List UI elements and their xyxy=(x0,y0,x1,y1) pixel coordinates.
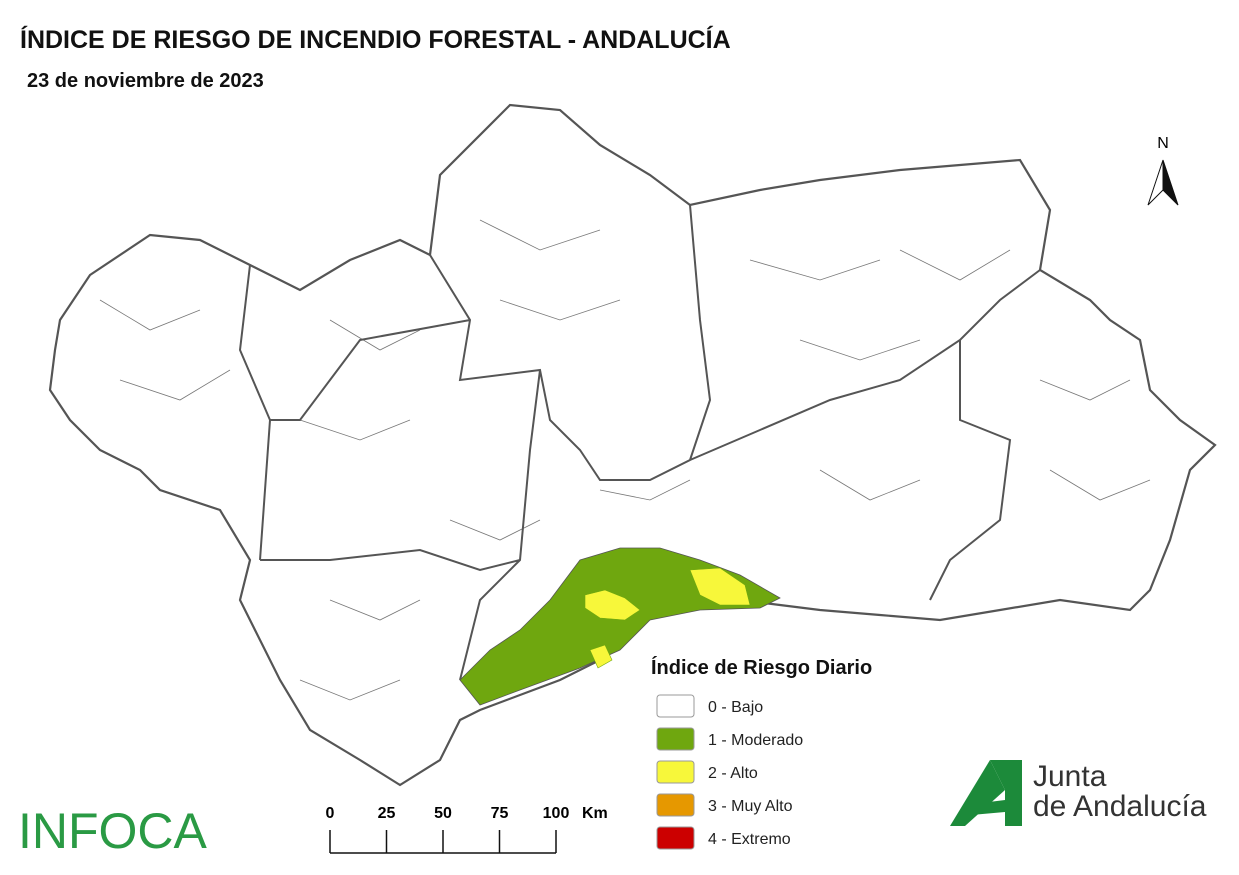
scale-label: 75 xyxy=(491,805,509,822)
map xyxy=(48,103,1217,787)
legend-title: Índice de Riesgo Diario xyxy=(651,656,872,679)
legend: 0 - Bajo 1 - Moderado 2 - Alto 3 - Muy Alto… xyxy=(656,694,803,850)
date: 23 de noviembre de 2023 xyxy=(27,70,264,92)
junta-line1: Junta xyxy=(1033,760,1107,793)
risk-alto-area xyxy=(584,567,751,669)
legend-swatch xyxy=(656,793,695,817)
legend-label: 4 - Extremo xyxy=(708,831,791,848)
legend-label: 3 - Muy Alto xyxy=(708,798,793,815)
legend-swatch xyxy=(656,727,695,751)
province-borders xyxy=(238,204,1041,681)
junta-line2: de Andalucía xyxy=(1033,790,1207,823)
legend-swatch xyxy=(656,826,695,850)
scale-unit: Km xyxy=(582,805,608,822)
title: ÍNDICE DE RIESGO DE INCENDIO FORESTAL - … xyxy=(20,25,731,54)
legend-label: 1 - Moderado xyxy=(708,732,803,749)
legend-label: 2 - Alto xyxy=(708,765,758,782)
infoca-logo: INFOCA xyxy=(18,803,208,859)
north-arrow: N xyxy=(1147,135,1179,206)
scale-bar: 0 25 50 75 100 Km xyxy=(326,805,608,854)
north-label: N xyxy=(1157,135,1169,152)
scale-label: 0 xyxy=(326,805,335,822)
scale-label: 25 xyxy=(378,805,396,822)
municipal-borders xyxy=(99,219,1151,701)
region-outline xyxy=(48,103,1217,787)
scale-label: 100 xyxy=(543,805,570,822)
junta-logo: Junta de Andalucía xyxy=(950,760,1207,826)
scale-label: 50 xyxy=(434,805,452,822)
legend-swatch xyxy=(656,694,695,718)
legend-label: 0 - Bajo xyxy=(708,699,763,716)
legend-swatch xyxy=(656,760,695,784)
